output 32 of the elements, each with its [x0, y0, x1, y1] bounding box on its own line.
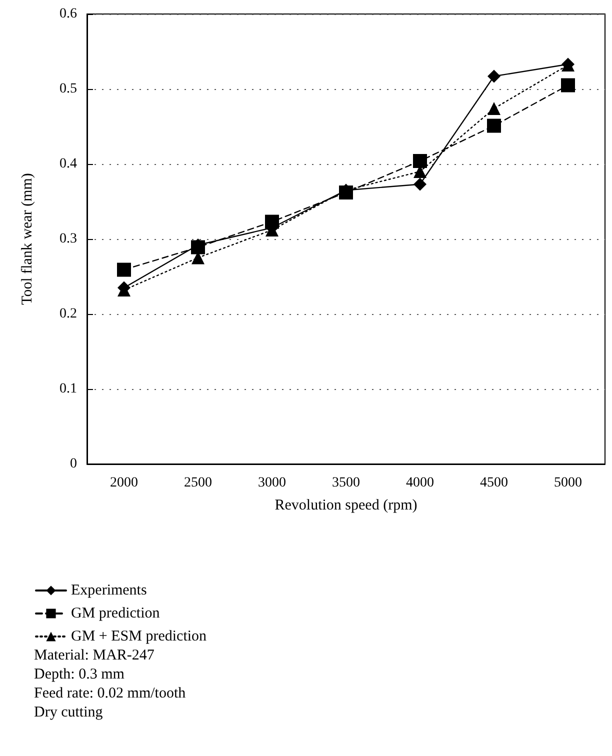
- x-tick-label: 3500: [332, 476, 360, 490]
- point: [488, 70, 500, 83]
- text: Material: MAR-247: [34, 648, 155, 664]
- point: [265, 214, 279, 229]
- text: Dry cutting: [34, 704, 104, 720]
- y-tick-label: 0.5: [60, 82, 77, 96]
- legend-label: GM + ESM prediction: [71, 628, 208, 644]
- point: [488, 102, 500, 115]
- y-tick-label: 0: [70, 456, 77, 472]
- x-tick-label: 3000: [258, 476, 286, 490]
- text: Depth: 0.3 mm: [34, 666, 125, 682]
- point: [413, 154, 427, 168]
- legend-label: GM prediction: [71, 606, 160, 622]
- y-tick-label: 0.2: [60, 306, 77, 322]
- y-tick-label: 0.3: [60, 232, 77, 246]
- x-tick-label: 5000: [554, 476, 582, 490]
- x-tick-label: 2500: [184, 476, 212, 490]
- x-tick-label: 2000: [110, 476, 138, 490]
- y-axis-title: Tool flank wear (mm): [20, 173, 36, 305]
- point: [117, 262, 131, 277]
- x-axis-title: Revolution speed (rpm): [274, 498, 418, 514]
- point: [414, 178, 426, 191]
- y-tick-label: 0.1: [60, 382, 77, 396]
- y-tick-label: 0.4: [60, 156, 77, 172]
- point: [191, 240, 205, 254]
- x-tick-label: 4000: [406, 476, 434, 490]
- point: [487, 118, 501, 133]
- legend-label: Experiments: [71, 582, 147, 598]
- point: [561, 78, 575, 92]
- y-tick-label: 0.6: [60, 6, 77, 22]
- x-tick-label: 4500: [480, 476, 508, 490]
- text: Feed rate: 0.02 mm/tooth: [34, 686, 186, 702]
